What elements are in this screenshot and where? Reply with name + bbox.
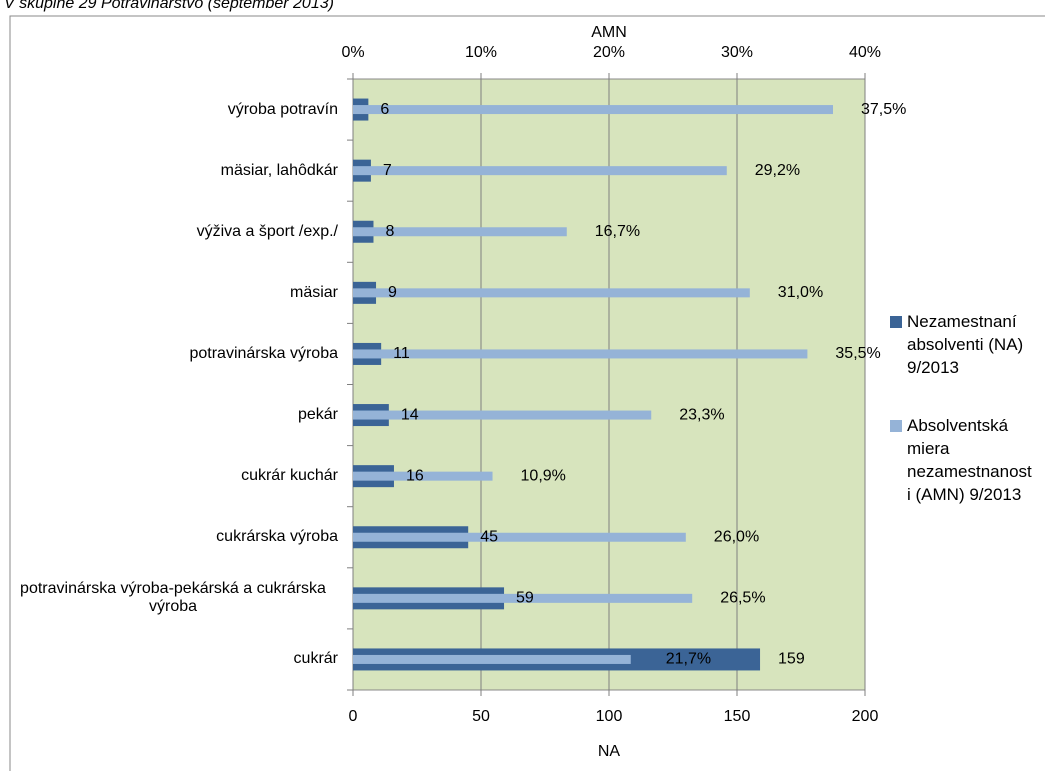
- data-label: 37,5%: [861, 101, 906, 118]
- category-text: výroba potravín: [227, 100, 338, 118]
- category-text: pekár: [297, 406, 338, 424]
- bar: [353, 593, 693, 603]
- data-label: 6: [380, 101, 389, 118]
- y-tick-label: výroba potravín: [0, 80, 338, 140]
- legend-label: Nezamestnaní absolventi (NA) 9/2013: [907, 312, 1024, 377]
- data-label: 23,3%: [679, 406, 724, 423]
- x-tick-label: 200: [852, 708, 879, 725]
- data-label: 16: [406, 467, 424, 484]
- y-tick-label: cukrár kuchár: [0, 446, 338, 506]
- chart-title: V skupine 29 Potravinárstvo (september 2…: [4, 0, 334, 12]
- data-label: 11: [393, 345, 410, 362]
- bar: [353, 349, 808, 359]
- x-tick-label: 150: [724, 708, 751, 725]
- bar: [353, 471, 493, 481]
- bar: [353, 410, 652, 420]
- x-tick-label: 100: [596, 708, 623, 725]
- bar: [353, 227, 567, 237]
- data-label: 14: [401, 406, 419, 423]
- y-tick-label: mäsiar, lahôdkár: [0, 141, 338, 201]
- y-tick-label: pekár: [0, 385, 338, 445]
- bar: [353, 166, 727, 176]
- bar: [353, 532, 686, 542]
- data-label: 31,0%: [778, 284, 823, 301]
- legend-label: Absolventská miera nezamestnanosti (AMN)…: [907, 416, 1032, 504]
- x-axis-label: NA: [598, 743, 621, 760]
- x2-tick-label: 40%: [849, 44, 881, 61]
- chart-frame: [9, 15, 1045, 771]
- category-text: potravinárska výroba: [189, 344, 338, 362]
- x-tick-label: 0: [349, 708, 358, 725]
- bar: [353, 288, 750, 298]
- y-tick-label: cukrárska výroba: [0, 507, 338, 567]
- y-tick-label: mäsiar: [0, 263, 338, 323]
- data-label: 45: [480, 528, 498, 545]
- category-text: cukrár kuchár: [241, 467, 338, 485]
- data-label: 59: [516, 590, 534, 607]
- category-text: cukrárska výroba: [216, 528, 338, 546]
- category-text: potravinárska výroba-pekárská a cukrársk…: [20, 580, 326, 616]
- y-tick-label: cukrár: [0, 629, 338, 689]
- y-tick-label: výživa a šport /exp./: [0, 202, 338, 262]
- data-label: 26,0%: [714, 528, 759, 545]
- x2-tick-label: 20%: [593, 44, 625, 61]
- data-label: 35,5%: [835, 345, 880, 362]
- data-label: 9: [388, 284, 397, 301]
- category-text: výživa a šport /exp./: [196, 222, 338, 240]
- legend-swatch: [890, 420, 902, 432]
- x2-tick-label: 10%: [465, 44, 497, 61]
- data-label: 16,7%: [595, 223, 640, 240]
- x2-axis-label: AMN: [591, 24, 627, 41]
- data-label: 29,2%: [755, 162, 800, 179]
- data-label: 21,7%: [666, 651, 711, 668]
- legend-swatch: [890, 316, 902, 328]
- y-tick-label: potravinárska výroba-pekárská a cukrársk…: [0, 568, 338, 628]
- category-text: mäsiar, lahôdkár: [220, 161, 338, 179]
- data-label: 7: [383, 162, 392, 179]
- category-text: mäsiar: [289, 283, 338, 301]
- y-tick-label: potravinárska výroba: [0, 324, 338, 384]
- category-text: cukrár: [293, 650, 338, 668]
- bar: [353, 654, 631, 664]
- data-label: 159: [778, 651, 805, 668]
- data-label: 10,9%: [521, 467, 566, 484]
- x-tick-label: 50: [472, 708, 490, 725]
- bar: [353, 105, 833, 115]
- x2-tick-label: 0%: [341, 44, 364, 61]
- data-label: 8: [385, 223, 394, 240]
- x2-tick-label: 30%: [721, 44, 753, 61]
- data-label: 26,5%: [720, 590, 765, 607]
